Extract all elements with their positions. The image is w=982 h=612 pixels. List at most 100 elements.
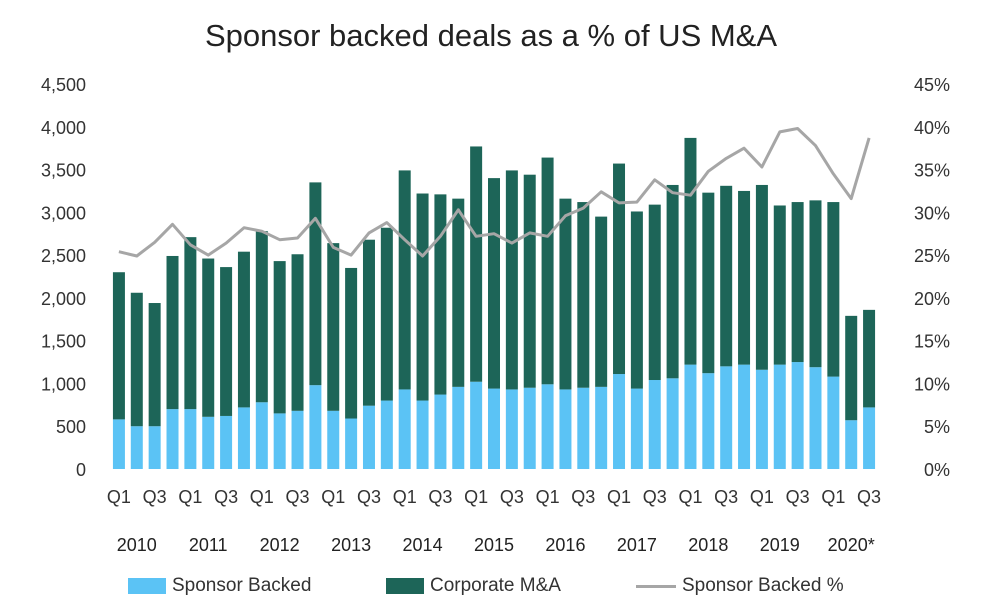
legend-label-sponsor-backed: Sponsor Backed (172, 575, 312, 596)
legend-swatch-sponsor-backed (128, 578, 166, 594)
bar-corporate (273, 261, 286, 414)
left-axis-tick-label: 3,500 (41, 161, 86, 181)
bar-sponsor-backed (470, 381, 483, 469)
bar-sponsor-backed (184, 409, 197, 469)
bar-sponsor-backed (255, 402, 268, 469)
bar-corporate (738, 190, 751, 365)
bar-corporate (452, 198, 465, 387)
legend-item-sponsor-backed: Sponsor Backed (128, 575, 311, 597)
bar-corporate (416, 193, 429, 401)
x-tick-label: Q1 (464, 487, 488, 507)
right-axis-tick-label: 45% (914, 75, 950, 95)
bar-sponsor-backed (541, 384, 554, 469)
left-axis-tick-label: 2,000 (41, 289, 86, 309)
bar-sponsor-backed (380, 400, 393, 469)
x-tick-label: Q1 (107, 487, 131, 507)
x-tick-label: Q3 (286, 487, 310, 507)
x-axis-years: 2010 2011 2012 2013 2014 2015 2016 2017 2018 2019… (117, 535, 875, 555)
bar-sponsor-backed (791, 362, 804, 469)
x-tick-label: Q1 (821, 487, 845, 507)
bar-corporate (166, 255, 179, 410)
left-axis: 0 500 1,000 1,500 2,000 2,500 3,000 3,500 4,000 4… (41, 75, 86, 480)
legend-item-corporate: Corporate M&A (386, 575, 561, 597)
bar-corporate (773, 205, 786, 365)
right-axis-tick-label: 0% (924, 460, 950, 480)
bar-corporate (791, 202, 804, 363)
bar-corporate (345, 267, 358, 419)
bar-corporate (630, 211, 643, 389)
bar-corporate (309, 182, 322, 386)
bar-corporate (827, 202, 840, 377)
bar-corporate (809, 200, 822, 368)
legend-item-sponsor-pct: Sponsor Backed % (636, 575, 844, 597)
bar-sponsor-backed (505, 389, 518, 469)
bar-sponsor-backed (237, 407, 250, 469)
right-axis-tick-label: 15% (914, 332, 950, 352)
x-tick-label: Q1 (321, 487, 345, 507)
x-tick-label: Q3 (786, 487, 810, 507)
bar-sponsor-backed (809, 367, 822, 469)
bar-corporate (398, 170, 411, 390)
right-axis-tick-label: 10% (914, 374, 950, 394)
bar-corporate (541, 157, 554, 385)
bar-corporate (702, 192, 715, 374)
right-axis-tick-label: 35% (914, 161, 950, 181)
bar-corporate (112, 272, 125, 420)
left-axis-tick-label: 2,500 (41, 246, 86, 266)
bar-corporate (362, 239, 375, 406)
x-year-label: 2020* (828, 535, 875, 555)
bar-sponsor-backed (720, 366, 733, 469)
x-tick-label: Q3 (143, 487, 167, 507)
x-tick-label: Q3 (428, 487, 452, 507)
bar-corporate (863, 309, 876, 408)
bar-sponsor-backed (630, 388, 643, 469)
bar-corporate (380, 227, 393, 401)
x-tick-label: Q3 (643, 487, 667, 507)
line-series (118, 127, 871, 258)
x-year-label: 2018 (688, 535, 728, 555)
bar-corporate (327, 243, 340, 411)
right-axis: 0% 5% 10% 15% 20% 25% 30% 35% 40% 45% (914, 75, 950, 480)
bar-sponsor-backed (559, 389, 572, 469)
legend-swatch-corporate (386, 578, 424, 594)
bar-sponsor-backed (577, 387, 590, 469)
bar-sponsor-backed (273, 413, 286, 469)
x-tick-label: Q3 (714, 487, 738, 507)
left-axis-tick-label: 4,000 (41, 118, 86, 138)
x-year-label: 2016 (545, 535, 585, 555)
bar-sponsor-backed (416, 400, 429, 469)
bar-sponsor-backed (309, 385, 322, 469)
bar-corporate (613, 163, 626, 375)
bar-sponsor-backed (327, 410, 340, 469)
bar-sponsor-backed (523, 387, 536, 469)
x-tick-label: Q1 (536, 487, 560, 507)
left-axis-tick-label: 500 (56, 417, 86, 437)
bar-corporate (148, 303, 161, 427)
x-axis-quarters: Q1 Q3 Q1 Q3 Q1 Q3 Q1 Q3 Q1 Q3 Q1 Q3 Q1 Q3 Q1 Q3 Q1 Q3 Q1 Q3… (107, 487, 881, 507)
x-year-label: 2019 (760, 535, 800, 555)
bar-corporate (291, 254, 304, 411)
bar-corporate (255, 231, 268, 403)
x-tick-label: Q1 (750, 487, 774, 507)
legend-label-sponsor-pct: Sponsor Backed % (682, 575, 844, 596)
x-tick-label: Q1 (678, 487, 702, 507)
bar-corporate (220, 267, 233, 416)
bar-sponsor-backed (755, 369, 768, 469)
bar-corporate (720, 185, 733, 367)
chart-canvas: 0 500 1,000 1,500 2,000 2,500 3,000 3,500 4,000 4… (41, 75, 950, 555)
bar-sponsor-backed (220, 415, 233, 469)
bar-corporate (237, 251, 250, 408)
x-tick-label: Q3 (214, 487, 238, 507)
x-tick-label: Q3 (571, 487, 595, 507)
x-tick-label: Q1 (178, 487, 202, 507)
bar-sponsor-backed (702, 373, 715, 469)
left-axis-tick-label: 0 (76, 460, 86, 480)
right-axis-tick-label: 25% (914, 246, 950, 266)
x-year-label: 2015 (474, 535, 514, 555)
right-axis-tick-label: 30% (914, 203, 950, 223)
bar-corporate (505, 170, 518, 390)
bar-corporate (648, 204, 661, 381)
bar-sponsor-backed (452, 386, 465, 469)
left-axis-tick-label: 1,500 (41, 332, 86, 352)
bar-sponsor-backed (130, 426, 143, 469)
